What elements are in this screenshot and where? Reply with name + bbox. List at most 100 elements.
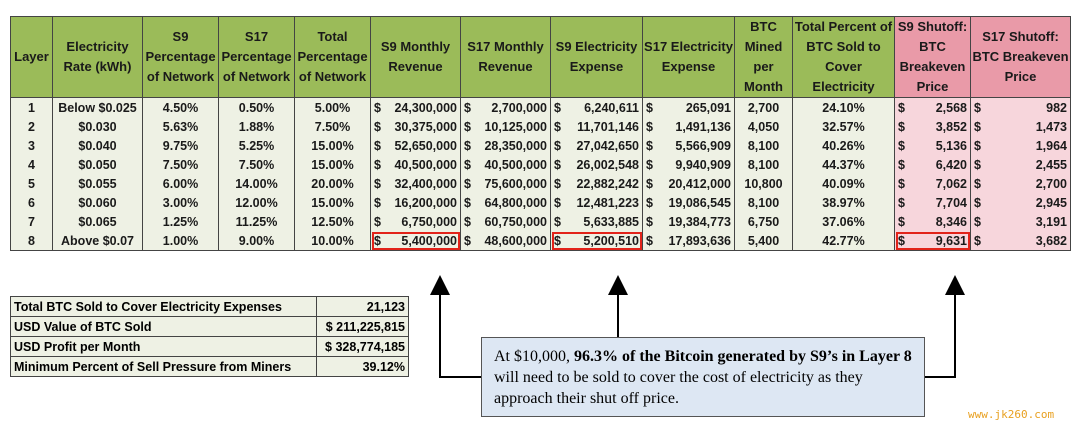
cell-value: 40,500,000 <box>484 157 547 172</box>
table-cell: $40,500,000 <box>460 155 551 174</box>
currency-symbol: $ <box>374 119 381 134</box>
table-cell: 9.75% <box>142 136 219 155</box>
callout-text-post: will need to be sold to cover the cost o… <box>494 369 863 407</box>
currency-symbol: $ <box>554 157 561 172</box>
table-cell: 8,100 <box>734 193 793 212</box>
table-cell: $3,852 <box>894 117 971 136</box>
table-cell: $7,062 <box>894 174 971 193</box>
table-cell: $26,002,548 <box>550 155 643 174</box>
table-cell: $60,750,000 <box>460 212 551 231</box>
currency-symbol: $ <box>974 138 981 153</box>
callout-text-pre: At $10,000, <box>494 348 574 365</box>
table-cell: 14.00% <box>218 174 295 193</box>
cell-value: 52,650,000 <box>394 138 457 153</box>
currency-symbol: $ <box>554 233 561 248</box>
watermark: www.jk260.com <box>968 408 1055 421</box>
table-cell: $20,412,000 <box>642 174 735 193</box>
table-cell: $6,240,611 <box>550 97 643 117</box>
cell-value: 3,191 <box>1035 214 1067 229</box>
table-cell: $5,400,000 <box>370 231 461 251</box>
table-cell: 5.00% <box>294 97 371 117</box>
table-cell: 0.50% <box>218 97 295 117</box>
table-cell: $64,800,000 <box>460 193 551 212</box>
column-header: S9 Percentage of Network <box>142 16 219 98</box>
table-cell: 4 <box>10 155 53 174</box>
table-row: 1 Below $0.025 4.50% 0.50% 5.00% $24,300,000 $… <box>10 97 1071 117</box>
table-cell: 6.00% <box>142 174 219 193</box>
currency-symbol: $ <box>464 195 471 210</box>
cell-value: 32,400,000 <box>394 176 457 191</box>
currency-symbol: $ <box>464 176 471 191</box>
summary-row: USD Value of BTC Sold $ 211,225,815 <box>10 316 409 337</box>
table-cell: Below $0.025 <box>52 97 143 117</box>
cell-value: 7,062 <box>935 176 967 191</box>
table-cell: 8,100 <box>734 136 793 155</box>
table-cell: 12.00% <box>218 193 295 212</box>
table-cell: $8,346 <box>894 212 971 231</box>
currency-symbol: $ <box>554 214 561 229</box>
table-cell: 11.25% <box>218 212 295 231</box>
table-cell: 40.09% <box>792 174 895 193</box>
table-cell: 5.63% <box>142 117 219 136</box>
column-header: S9 Electricity Expense <box>550 16 643 98</box>
summary-label: USD Value of BTC Sold <box>10 316 317 337</box>
table-row: 3 $0.040 9.75% 5.25% 15.00% $52,650,000 $28,35… <box>10 136 1071 155</box>
currency-symbol: $ <box>464 214 471 229</box>
currency-symbol: $ <box>646 233 653 248</box>
table-cell: $6,750,000 <box>370 212 461 231</box>
currency-symbol: $ <box>464 157 471 172</box>
table-cell: 44.37% <box>792 155 895 174</box>
table-cell: 5.25% <box>218 136 295 155</box>
table-cell: 1.88% <box>218 117 295 136</box>
cell-value: 5,633,885 <box>583 214 639 229</box>
cell-value: 60,750,000 <box>484 214 547 229</box>
currency-symbol: $ <box>374 176 381 191</box>
table-cell: 10,800 <box>734 174 793 193</box>
cell-value: 19,384,773 <box>668 214 731 229</box>
table-cell: $1,473 <box>970 117 1071 136</box>
summary-value: 21,123 <box>316 296 409 317</box>
table-cell: 1 <box>10 97 53 117</box>
table-cell: 3.00% <box>142 193 219 212</box>
table-cell: $11,701,146 <box>550 117 643 136</box>
currency-symbol: $ <box>554 138 561 153</box>
table-row: 5 $0.055 6.00% 14.00% 20.00% $32,400,000 $75,6… <box>10 174 1071 193</box>
table-cell: 8 <box>10 231 53 251</box>
cell-value: 12,481,223 <box>576 195 639 210</box>
summary-row: Total BTC Sold to Cover Electricity Expe… <box>10 296 409 317</box>
column-header: Total Percent of BTC Sold to Cover Elect… <box>792 16 895 98</box>
currency-symbol: $ <box>898 195 905 210</box>
currency-symbol: $ <box>898 176 905 191</box>
currency-symbol: $ <box>898 233 905 248</box>
table-cell: $5,633,885 <box>550 212 643 231</box>
cell-value: 17,893,636 <box>668 233 731 248</box>
table-cell: $19,384,773 <box>642 212 735 231</box>
currency-symbol: $ <box>974 100 981 115</box>
table-cell: $2,568 <box>894 97 971 117</box>
currency-symbol: $ <box>646 119 653 134</box>
cell-value: 30,375,000 <box>394 119 457 134</box>
cell-value: 22,882,242 <box>576 176 639 191</box>
table-cell: $1,491,136 <box>642 117 735 136</box>
table-cell: $32,400,000 <box>370 174 461 193</box>
currency-symbol: $ <box>898 100 905 115</box>
column-header: BTC Mined per Month <box>734 16 793 98</box>
currency-symbol: $ <box>898 214 905 229</box>
table-cell: 42.77% <box>792 231 895 251</box>
table-cell: 40.26% <box>792 136 895 155</box>
table-cell: 12.50% <box>294 212 371 231</box>
table-cell: $3,191 <box>970 212 1071 231</box>
cell-value: 7,704 <box>935 195 967 210</box>
table-cell: 2,700 <box>734 97 793 117</box>
cell-value: 1,473 <box>1035 119 1067 134</box>
table-cell: 2 <box>10 117 53 136</box>
summary-row: Minimum Percent of Sell Pressure from Mi… <box>10 356 409 377</box>
table-cell: 15.00% <box>294 193 371 212</box>
table-row: 7 $0.065 1.25% 11.25% 12.50% $6,750,000 $60,75… <box>10 212 1071 231</box>
cell-value: 75,600,000 <box>484 176 547 191</box>
currency-symbol: $ <box>464 233 471 248</box>
table-cell: 24.10% <box>792 97 895 117</box>
column-header: Total Percentage of Network <box>294 16 371 98</box>
currency-symbol: $ <box>974 157 981 172</box>
